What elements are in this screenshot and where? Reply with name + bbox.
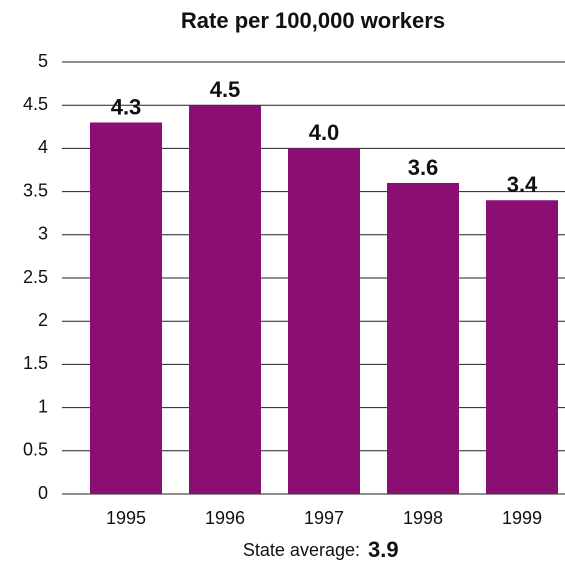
value-label: 4.3 [111,94,142,119]
value-label: 4.5 [210,77,241,102]
bar [486,200,558,495]
x-tick-label: 1996 [205,508,245,528]
y-tick-label: 1 [38,396,48,416]
footer: State average: 3.9 [243,537,399,562]
value-label: 3.4 [507,172,538,197]
y-tick-label: 3 [38,224,48,244]
x-tick-label: 1998 [403,508,443,528]
y-tick-label: 0 [38,483,48,503]
y-tick-label: 4.5 [23,94,48,114]
y-tick-label: 2.5 [23,267,48,287]
y-tick-label: 3.5 [23,180,48,200]
value-label: 4.0 [309,120,340,145]
bar [387,182,459,494]
annotation-text: State average: [243,540,360,560]
y-tick-label: 0.5 [23,440,48,460]
y-tick-label: 2 [38,310,48,330]
chart-title: Rate per 100,000 workers [181,8,445,33]
value-label: 3.6 [408,155,439,180]
y-tick-label: 1.5 [23,353,48,373]
y-tick-label: 4 [38,137,48,157]
x-tick-label: 1999 [502,508,542,528]
y-tick-label: 5 [38,51,48,71]
x-tick-label: 1995 [106,508,146,528]
annotation-value: 3.9 [368,537,399,562]
bar [189,105,261,494]
bar [90,122,162,494]
bar [288,148,360,494]
x-tick-label: 1997 [304,508,344,528]
